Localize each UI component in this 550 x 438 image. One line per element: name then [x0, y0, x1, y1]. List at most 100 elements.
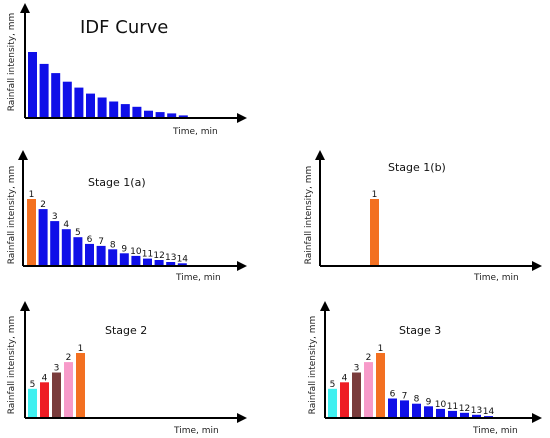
- bar: [108, 249, 118, 267]
- bar-number-label: 1: [29, 190, 35, 200]
- x-axis-label: Time, min: [472, 426, 518, 436]
- bar: [27, 199, 36, 266]
- bar-number-label: 7: [98, 237, 104, 247]
- bar-number-label: 11: [447, 402, 458, 412]
- bar: [40, 382, 49, 419]
- bar: [460, 412, 469, 418]
- bar: [388, 398, 397, 418]
- y-axis-label: Rainfall intensity, mm: [7, 166, 17, 265]
- bar-number-label: 3: [52, 212, 58, 222]
- bar: [132, 106, 142, 118]
- y-axis-label: Rainfall intensity, mm: [7, 316, 17, 415]
- bar-number-label: 9: [426, 397, 432, 407]
- bar-number-label: 4: [63, 220, 69, 230]
- bar: [472, 414, 481, 419]
- bar: [178, 115, 188, 118]
- bar: [38, 209, 48, 266]
- bar: [436, 408, 445, 418]
- bar: [28, 388, 37, 419]
- x-axis-label: Time, min: [473, 273, 519, 283]
- bar-number-label: 8: [110, 240, 116, 250]
- bar: [119, 253, 129, 266]
- bar-number-label: 5: [30, 380, 36, 390]
- bar-number-label: 1: [378, 344, 384, 354]
- panel-stage-1b: Stage 1(b) 1 Rainfall intensity, mm Time, m…: [304, 150, 542, 283]
- bar: [166, 262, 176, 266]
- bar: [120, 104, 130, 118]
- bar: [73, 237, 83, 266]
- bar-number-label: 5: [330, 380, 336, 390]
- bar-number-label: 3: [54, 364, 60, 374]
- bar: [424, 406, 433, 418]
- bar: [154, 260, 164, 266]
- panel-title: Stage 3: [399, 324, 441, 337]
- bar: [376, 353, 385, 418]
- y-axis-label: Rainfall intensity, mm: [304, 166, 314, 265]
- bar: [61, 229, 71, 267]
- bar: [74, 87, 84, 118]
- y-axis-label: Rainfall intensity, mm: [308, 316, 318, 415]
- panel-title: Stage 2: [105, 324, 147, 337]
- bar-number-label: 2: [66, 353, 72, 363]
- bar: [448, 410, 457, 419]
- bar: [144, 110, 153, 118]
- bar: [64, 362, 73, 418]
- bar: [131, 255, 141, 266]
- y-axis-label: Rainfall intensity, mm: [7, 13, 17, 112]
- panel-title: IDF Curve: [80, 17, 168, 38]
- bar: [51, 73, 61, 118]
- bar: [39, 63, 49, 118]
- bar: [328, 388, 337, 419]
- panel-idf-curve: IDF Curve Rainfall intensity, mm Time, min: [7, 3, 247, 137]
- bar-number-label: 13: [471, 406, 482, 416]
- bar: [76, 353, 85, 418]
- bar: [177, 263, 187, 266]
- bar: [109, 101, 119, 118]
- bar-number-label: 7: [402, 391, 408, 401]
- x-axis-label: Time, min: [173, 426, 219, 436]
- panel-title: Stage 1(b): [388, 161, 446, 174]
- bar-number-label: 12: [153, 251, 164, 261]
- bar-number-label: 4: [42, 373, 48, 383]
- bar-number-label: 6: [390, 390, 396, 400]
- bar-number-label: 6: [87, 235, 93, 245]
- bar-number-label: 1: [78, 344, 84, 354]
- bar-number-label: 5: [75, 228, 81, 238]
- bar-number-label: 14: [177, 254, 189, 264]
- bar-number-label: 3: [354, 364, 360, 374]
- bar: [364, 362, 373, 418]
- bar-number-label: 2: [366, 353, 372, 363]
- bar: [143, 258, 152, 266]
- bar: [86, 93, 95, 118]
- x-axis-label: Time, min: [175, 273, 221, 283]
- bar: [155, 112, 165, 118]
- bar: [370, 199, 379, 266]
- bar-number-label: 10: [435, 400, 447, 410]
- bar-number-label: 1: [372, 190, 378, 200]
- bar: [400, 400, 409, 418]
- bar-number-label: 9: [121, 244, 127, 254]
- bar: [97, 97, 107, 118]
- bar-number-label: 8: [414, 395, 420, 405]
- panel-title: Stage 1(a): [88, 176, 146, 189]
- x-axis-label: Time, min: [172, 127, 218, 137]
- bar: [340, 382, 349, 419]
- bar: [28, 52, 37, 118]
- bar-number-label: 4: [342, 373, 348, 383]
- bar: [412, 403, 421, 418]
- bar: [52, 372, 61, 418]
- bar: [167, 113, 177, 118]
- bar-number-label: 10: [130, 247, 142, 257]
- bar: [62, 81, 72, 118]
- bar: [85, 243, 94, 266]
- bar: [50, 221, 60, 266]
- bar-number-label: 2: [40, 200, 46, 210]
- bar-number-label: 13: [165, 253, 176, 263]
- bar-number-label: 12: [459, 404, 470, 414]
- bar: [96, 245, 106, 266]
- bar-number-label: 14: [483, 407, 495, 417]
